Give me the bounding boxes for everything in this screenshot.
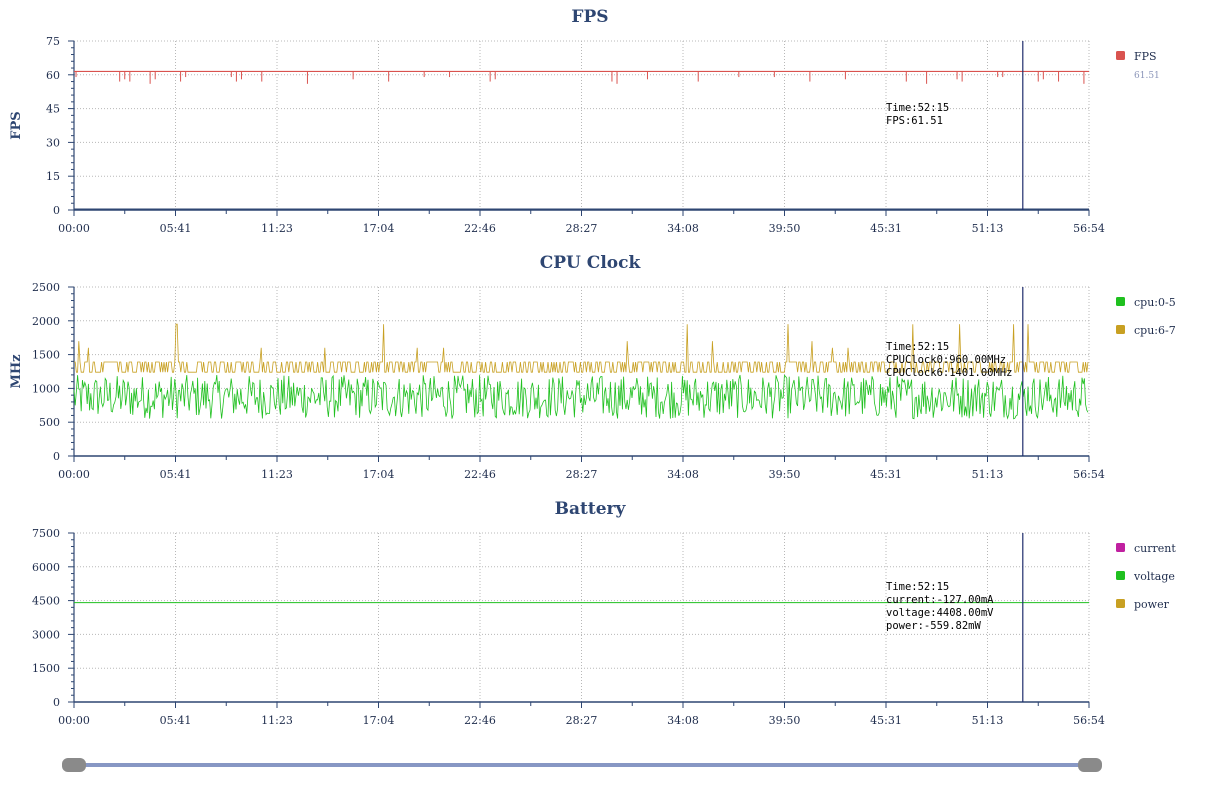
- x-tick-label: 22:46: [464, 714, 496, 727]
- legend-label: cpu:6-7: [1134, 324, 1176, 337]
- x-tick-label: 17:04: [363, 714, 395, 727]
- y-tick-label: 0: [53, 450, 60, 463]
- x-tick-label: 11:23: [261, 468, 293, 481]
- x-tick-label: 56:54: [1073, 222, 1105, 235]
- x-tick-label: 17:04: [363, 468, 395, 481]
- time-range-slider[interactable]: [62, 757, 1102, 773]
- y-tick-label: 60: [46, 69, 60, 82]
- x-tick-label: 17:04: [363, 222, 395, 235]
- x-tick-label: 34:08: [667, 468, 699, 481]
- x-tick-label: 56:54: [1073, 468, 1105, 481]
- chart-title: FPS: [571, 7, 608, 27]
- slider-left-handle[interactable]: [62, 758, 86, 772]
- tooltip-line: CPUClock0:960.00MHz: [886, 354, 1006, 366]
- y-tick-label: 3000: [32, 628, 60, 641]
- series-cpu-6-7: [74, 323, 1089, 373]
- x-tick-label: 28:27: [566, 714, 598, 727]
- legend-label: voltage: [1133, 570, 1175, 583]
- legend-swatch: [1116, 51, 1125, 60]
- series-cpu-0-5: [73, 374, 1089, 420]
- x-tick-label: 22:46: [464, 468, 496, 481]
- x-tick-label: 05:41: [160, 222, 192, 235]
- y-tick-label: 4500: [32, 595, 60, 608]
- y-tick-label: 45: [46, 103, 60, 116]
- tooltip-line: Time:52:15: [886, 102, 949, 114]
- y-tick-label: 75: [46, 35, 60, 48]
- x-tick-label: 28:27: [566, 222, 598, 235]
- legend-swatch: [1116, 571, 1125, 580]
- x-tick-label: 05:41: [160, 468, 192, 481]
- y-tick-label: 0: [53, 696, 60, 709]
- x-tick-label: 28:27: [566, 468, 598, 481]
- x-tick-label: 34:08: [667, 714, 699, 727]
- y-tick-label: 15: [46, 170, 60, 183]
- legend-swatch: [1116, 543, 1125, 552]
- x-tick-label: 34:08: [667, 222, 699, 235]
- chart-title: Battery: [555, 499, 627, 519]
- slider-track[interactable]: [74, 763, 1090, 767]
- chart-fps: FPS 0 15 30 45 60 75 00:00 05:41 11:23 17:04 22:46 2…: [9, 7, 1160, 235]
- tooltip-line: current:-127.00mA: [886, 594, 994, 606]
- x-tick-label: 39:50: [769, 714, 801, 727]
- chart-cpu-clock: CPU Clock 0 500 1000 1500 2000 2500 00:00 05:41 1…: [9, 253, 1176, 481]
- x-tick-label: 45:31: [870, 714, 902, 727]
- x-tick-label: 22:46: [464, 222, 496, 235]
- x-tick-label: 00:00: [58, 468, 90, 481]
- legend-swatch: [1116, 297, 1125, 306]
- tooltip-line: FPS:61.51: [886, 115, 943, 127]
- tooltip-line: voltage:4408.00mV: [886, 607, 994, 619]
- y-tick-label: 1500: [32, 349, 60, 362]
- y-tick-label: 7500: [32, 527, 60, 540]
- x-tick-label: 51:13: [972, 468, 1004, 481]
- legend-swatch: [1116, 599, 1125, 608]
- x-tick-label: 39:50: [769, 222, 801, 235]
- tooltip-line: Time:52:15: [886, 341, 949, 353]
- tooltip-line: CPUClock6:1401.00MHz: [886, 367, 1012, 379]
- y-tick-label: 6000: [32, 561, 60, 574]
- y-axis-label: FPS: [9, 111, 24, 139]
- legend-value: 61.51: [1134, 71, 1160, 81]
- legend-label: cpu:0-5: [1134, 296, 1176, 309]
- legend-swatch: [1116, 325, 1125, 334]
- x-tick-label: 05:41: [160, 714, 192, 727]
- y-tick-label: 2000: [32, 315, 60, 328]
- legend-label: current: [1134, 542, 1176, 555]
- x-tick-label: 51:13: [972, 714, 1004, 727]
- x-tick-label: 11:23: [261, 222, 293, 235]
- legend-label: FPS: [1134, 50, 1157, 63]
- y-tick-label: 30: [46, 136, 60, 149]
- y-tick-label: 2500: [32, 281, 60, 294]
- x-tick-label: 00:00: [58, 222, 90, 235]
- x-tick-label: 45:31: [870, 468, 902, 481]
- tooltip-line: Time:52:15: [886, 581, 949, 593]
- tooltip-line: power:-559.82mW: [886, 620, 982, 632]
- y-tick-label: 1500: [32, 662, 60, 675]
- x-tick-label: 00:00: [58, 714, 90, 727]
- slider-right-handle[interactable]: [1078, 758, 1102, 772]
- chart-battery: Battery 0 1500 3000 4500 6000 7500 00:00 05:41 11…: [32, 499, 1176, 727]
- y-tick-label: 0: [53, 204, 60, 217]
- legend-label: power: [1134, 598, 1170, 611]
- x-tick-label: 11:23: [261, 714, 293, 727]
- y-axis-label: MHz: [9, 354, 24, 388]
- chart-title: CPU Clock: [540, 253, 642, 273]
- y-tick-label: 500: [39, 416, 60, 429]
- y-tick-label: 1000: [32, 382, 60, 395]
- x-tick-label: 45:31: [870, 222, 902, 235]
- x-tick-label: 39:50: [769, 468, 801, 481]
- x-tick-label: 56:54: [1073, 714, 1105, 727]
- x-tick-label: 51:13: [972, 222, 1004, 235]
